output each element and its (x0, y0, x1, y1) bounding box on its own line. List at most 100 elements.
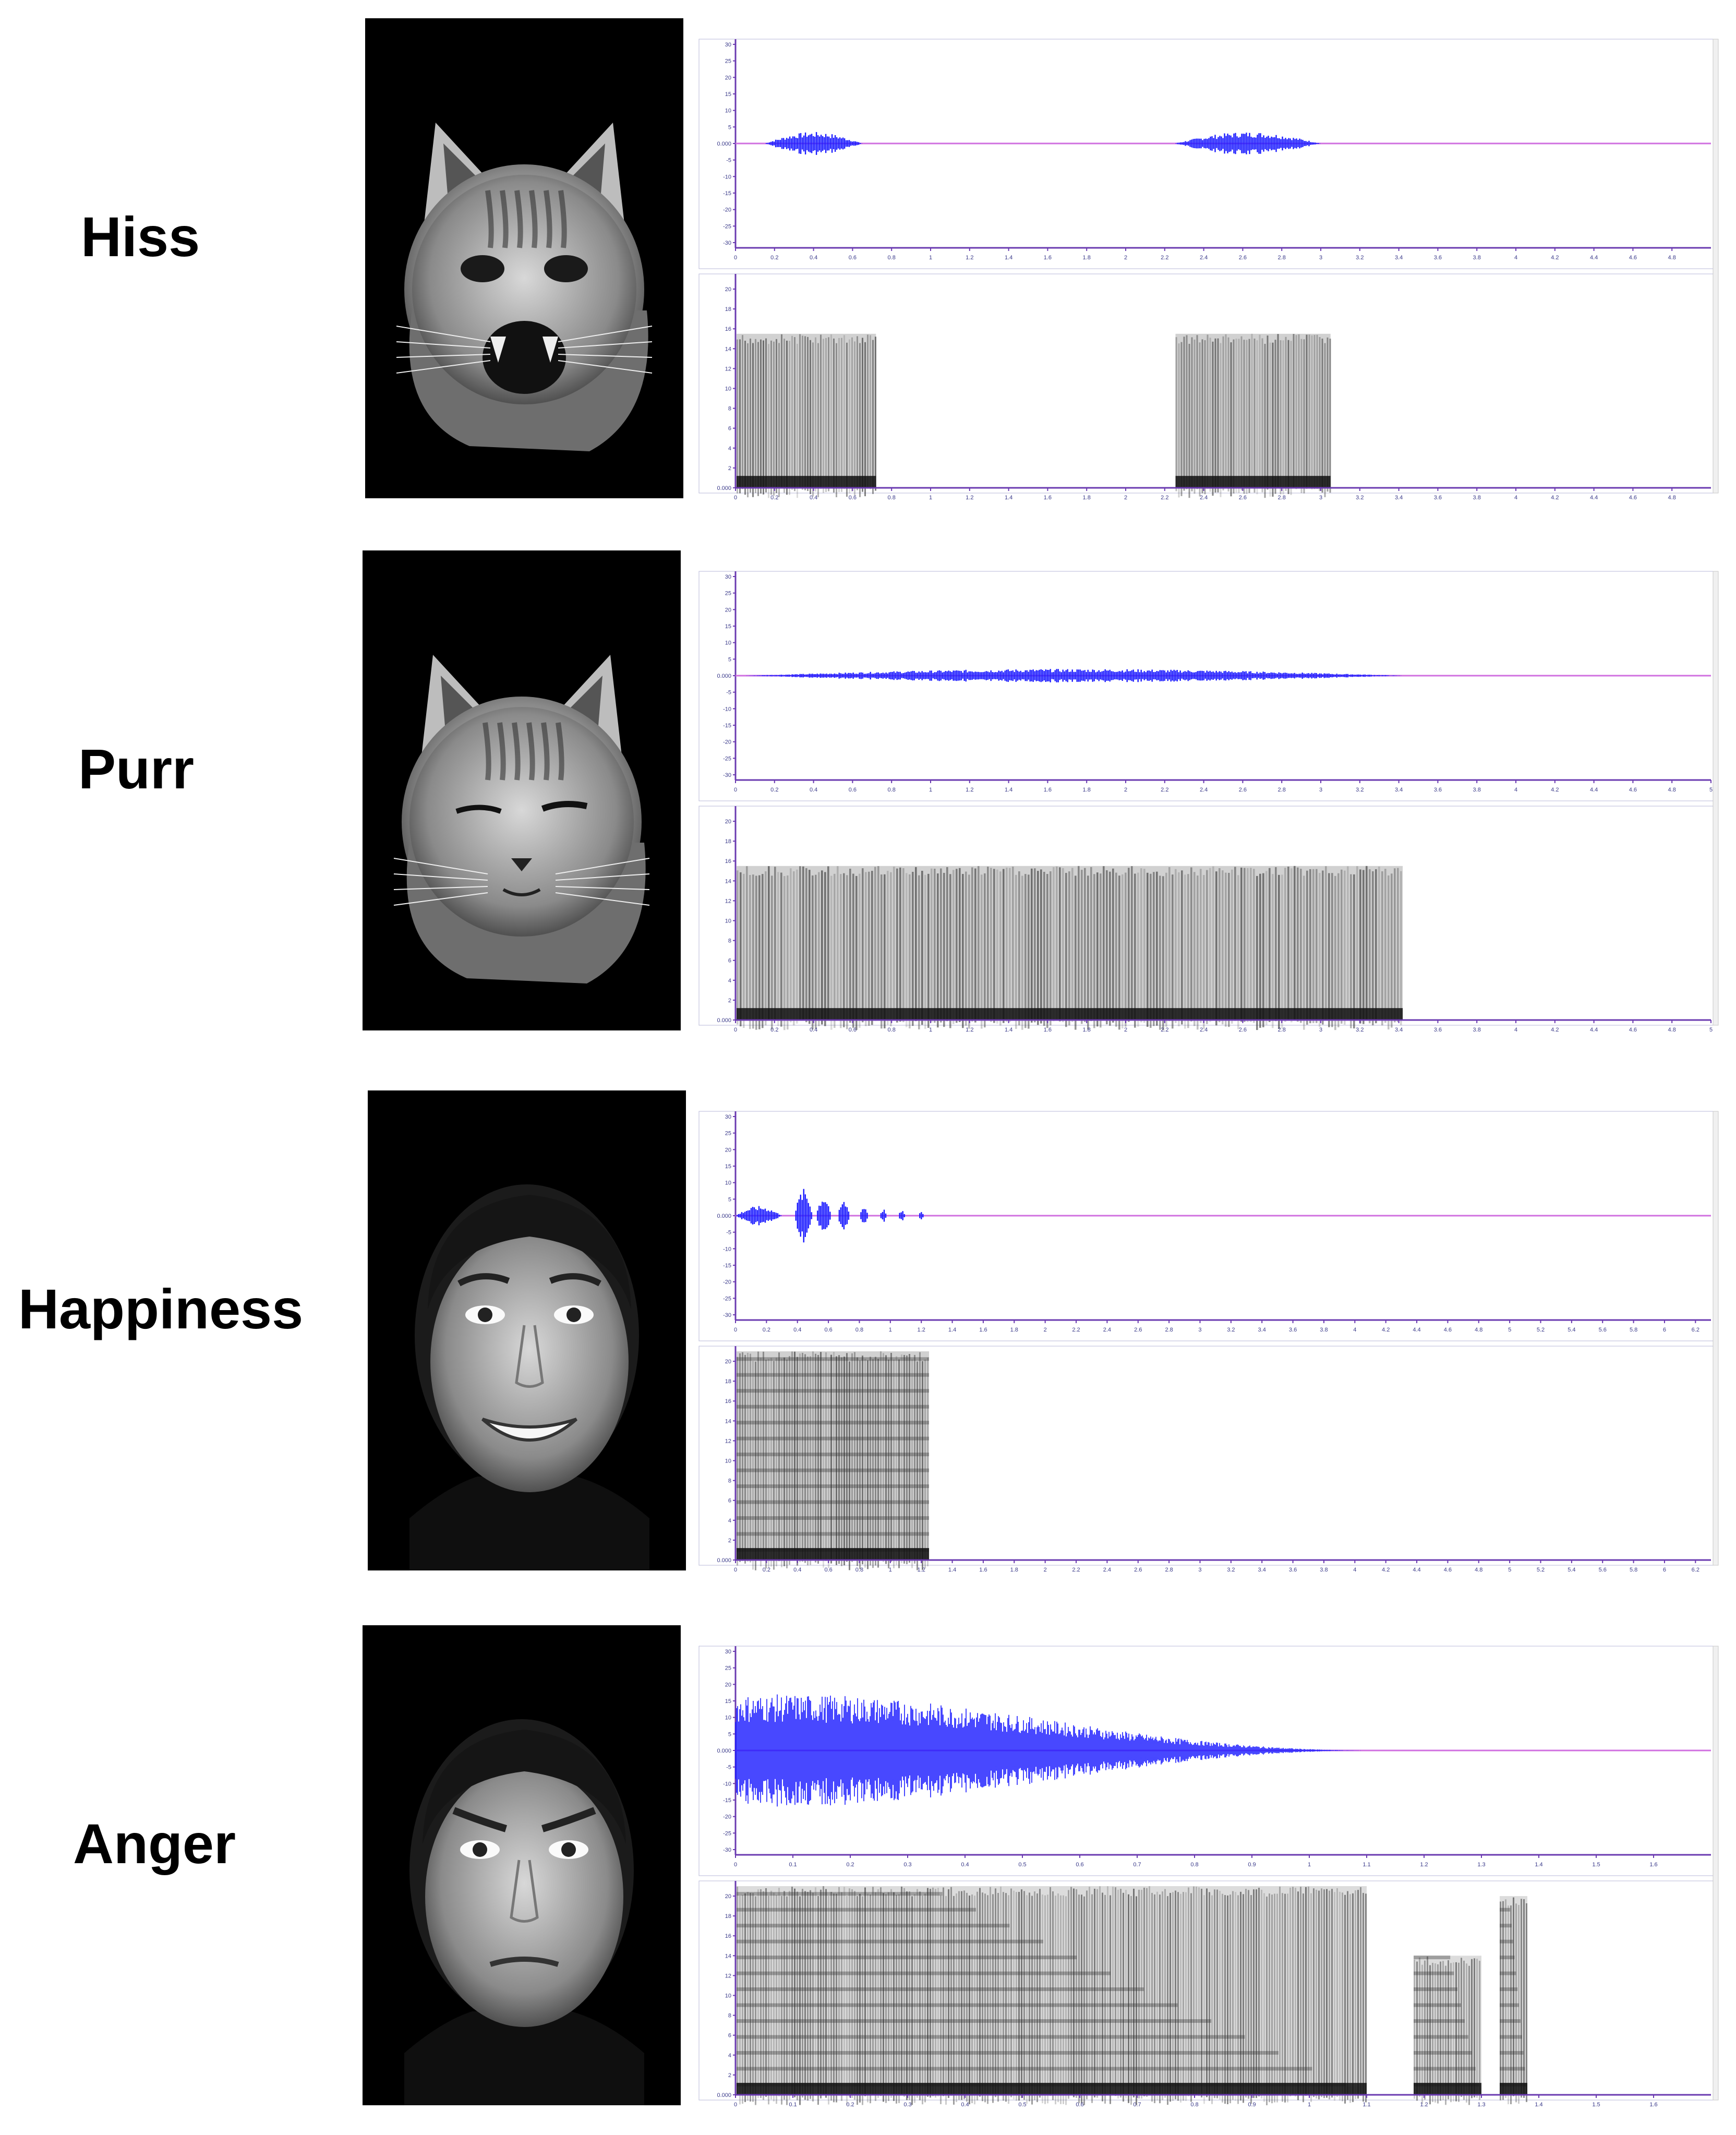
spec-ytick-label: 2 (728, 998, 731, 1004)
scrollbar (1713, 571, 1719, 1026)
spec-ytick-label: 10 (725, 918, 731, 925)
wave-xtick-label: 2.4 (1200, 787, 1208, 793)
wave-xtick-label: 0.5 (1018, 1862, 1026, 1868)
angry-woman-face-photo (363, 1625, 681, 2105)
squinting-cat-face-photo-drawing (363, 550, 681, 1030)
wave-ytick-label: 25 (725, 1665, 731, 1672)
wave-xtick-label: 0.6 (1076, 1862, 1083, 1868)
spec-xtick-label: 3.4 (1258, 1567, 1266, 1573)
wave-ytick-label: -5 (726, 158, 731, 164)
wave-ytick-label: -30 (723, 240, 731, 246)
wave-xtick-label: 3.4 (1258, 1327, 1266, 1333)
wave-xtick-label: 4.6 (1444, 1327, 1452, 1333)
spec-xtick-label: 4.4 (1413, 1567, 1420, 1573)
spec-xtick-label: 0 (734, 495, 737, 501)
spec-ytick-label: 10 (725, 1458, 731, 1465)
spec-xtick-label: 0.3 (903, 2102, 911, 2108)
wave-ytick-label: 0.000 (717, 1748, 731, 1754)
wave-xtick-label: 0 (734, 1327, 737, 1333)
spec-ytick-label: 6 (728, 1498, 731, 1504)
wave-xtick-label: 4.2 (1551, 255, 1559, 261)
spec-ytick-label: 18 (725, 1913, 731, 1920)
wave-xtick-label: 2.8 (1278, 787, 1286, 793)
wave-xtick-label: 2.2 (1072, 1327, 1080, 1333)
wave-ytick-label: -20 (723, 207, 731, 213)
spec-xtick-label: 0.2 (846, 2102, 854, 2108)
spec-ytick-label: 2 (728, 465, 731, 472)
wave-ytick-label: 15 (725, 1164, 731, 1170)
spec-xtick-label: 3.4 (1395, 1027, 1403, 1033)
wave-ytick-label: -10 (723, 1246, 731, 1252)
waveform-burst (838, 1202, 850, 1230)
wave-xtick-label: 5.6 (1599, 1327, 1607, 1333)
spec-ytick-label: 8 (728, 2013, 731, 2019)
wave-xtick-label: 0.2 (770, 255, 778, 261)
spec-xtick-label: 5.8 (1630, 1567, 1637, 1573)
wave-ytick-label: 25 (725, 591, 731, 597)
wave-xtick-label: 1.2 (966, 255, 973, 261)
spec-ytick-label: 4 (728, 2053, 731, 2059)
spec-xtick-label: 1.6 (1044, 495, 1052, 501)
spec-xtick-label: 3.4 (1395, 495, 1403, 501)
wave-xtick-label: 0.8 (888, 787, 896, 793)
spec-xtick-label: 5 (1709, 1027, 1713, 1033)
wave-xtick-label: 0.1 (789, 1862, 797, 1868)
spec-ytick-label: 2 (728, 2072, 731, 2079)
spec-xtick-label: 2.2 (1161, 495, 1168, 501)
spec-xtick-label: 4.2 (1551, 495, 1559, 501)
spec-ytick-label: 20 (725, 1359, 731, 1365)
wave-ytick-label: 15 (725, 1698, 731, 1705)
wave-ytick-label: -25 (723, 223, 731, 230)
wave-xtick-label: 1 (929, 255, 932, 261)
wave-xtick-label: 2.8 (1278, 255, 1286, 261)
wave-xtick-label: 4.6 (1629, 787, 1637, 793)
waveform-burst (1175, 133, 1321, 154)
wave-xtick-label: 2 (1044, 1327, 1047, 1333)
wave-xtick-label: 2.4 (1200, 255, 1208, 261)
wave-ytick-label: 15 (725, 623, 731, 630)
wave-ytick-label: -25 (723, 1296, 731, 1302)
wave-ytick-label: -30 (723, 772, 731, 778)
spec-xtick-label: 1.4 (1005, 495, 1012, 501)
row-label: Happiness (18, 1277, 304, 1340)
audio-analysis-panel: 30 25 20 15 10 5 0.000 -5 -10 -15 -20 -25 -30 0 0.2 0.4… (694, 18, 1721, 503)
spec-ytick-label: 20 (725, 286, 731, 293)
wave-xtick-label: 0.8 (1190, 1862, 1198, 1868)
spec-ytick-label: 18 (725, 306, 731, 313)
spec-xtick-label: 2.2 (1072, 1567, 1080, 1573)
spec-xtick-label: 1.2 (966, 495, 973, 501)
spec-ytick-label: 14 (725, 1418, 731, 1424)
wave-xtick-label: 1.2 (1420, 1862, 1428, 1868)
wave-xtick-label: 1.6 (979, 1327, 987, 1333)
spec-xtick-label: 5.2 (1537, 1567, 1545, 1573)
wave-ytick-label: 0.000 (717, 1213, 731, 1219)
spec-xtick-label: 1.2 (966, 1027, 973, 1033)
spec-xtick-label: 3 (1319, 1027, 1322, 1033)
spectrogram-block (1414, 1956, 1481, 2105)
wave-xtick-label: 0.2 (763, 1327, 770, 1333)
wave-xtick-label: 6 (1663, 1327, 1666, 1333)
spec-xtick-label: 1.6 (1044, 1027, 1052, 1033)
wave-xtick-label: 1.4 (1005, 255, 1012, 261)
audio-analysis-panel: 30 25 20 15 10 5 0.000 -5 -10 -15 -20 -25 -30 0 0.2 0.4… (694, 550, 1721, 1036)
spec-xtick-label: 3.2 (1227, 1567, 1235, 1573)
spec-ytick-label: 10 (725, 386, 731, 392)
spec-xtick-label: 4.6 (1629, 1027, 1637, 1033)
spec-xtick-label: 1.1 (1363, 2102, 1370, 2108)
spec-xtick-label: 0.6 (1076, 2102, 1083, 2108)
wave-xtick-label: 2.6 (1239, 255, 1247, 261)
waveform-frame (698, 39, 1717, 269)
waveform-burst (899, 1211, 905, 1220)
wave-xtick-label: 5.2 (1537, 1327, 1545, 1333)
spec-ytick-label: 0.000 (717, 1017, 731, 1024)
spec-ytick-label: 0.000 (717, 2092, 731, 2098)
wave-xtick-label: 4.8 (1475, 1327, 1482, 1333)
waveform-burst (880, 1209, 887, 1222)
spec-xtick-label: 1.6 (1649, 2102, 1657, 2108)
waveform-burst (919, 1212, 924, 1219)
spec-xtick-label: 0.6 (849, 1027, 857, 1033)
spec-xtick-label: 3.8 (1320, 1567, 1328, 1573)
wave-xtick-label: 1.6 (1044, 787, 1052, 793)
wave-xtick-label: 3.6 (1289, 1327, 1297, 1333)
